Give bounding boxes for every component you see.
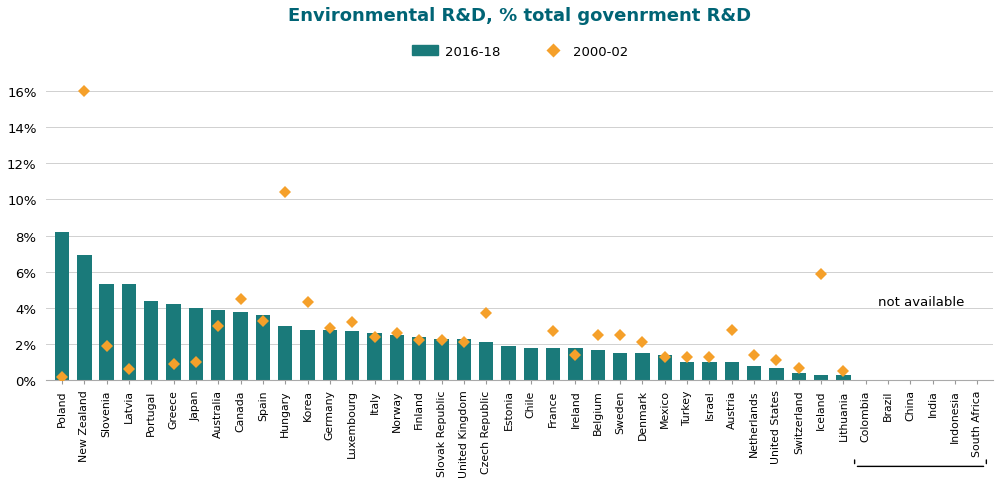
Bar — [702, 363, 717, 380]
Bar — [568, 348, 583, 380]
Bar — [144, 301, 158, 380]
Bar — [546, 348, 560, 380]
Bar — [99, 285, 114, 380]
Bar — [658, 355, 672, 380]
Bar — [55, 232, 69, 380]
Bar — [323, 330, 337, 380]
Bar — [814, 375, 828, 380]
Bar — [725, 363, 739, 380]
Bar — [278, 326, 292, 380]
Bar — [792, 373, 806, 380]
Bar — [836, 375, 851, 380]
Bar — [591, 350, 605, 380]
Bar — [501, 346, 516, 380]
Bar — [524, 348, 538, 380]
Bar — [680, 363, 694, 380]
Bar — [457, 339, 471, 380]
Bar — [211, 310, 225, 380]
Bar — [122, 285, 136, 380]
Bar — [300, 330, 315, 380]
Bar — [256, 316, 270, 380]
Legend: 2016-18, 2000-02: 2016-18, 2000-02 — [406, 40, 633, 64]
Bar — [233, 312, 248, 380]
Bar — [769, 368, 784, 380]
Bar — [434, 339, 449, 380]
Bar — [77, 256, 92, 380]
Bar — [412, 337, 426, 380]
Bar — [189, 308, 203, 380]
Bar — [345, 332, 359, 380]
Title: Environmental R&D, % total govenrment R&D: Environmental R&D, % total govenrment R&… — [288, 7, 751, 25]
Bar — [635, 353, 650, 380]
Bar — [613, 353, 627, 380]
Bar — [747, 366, 761, 380]
Bar — [166, 304, 181, 380]
Bar — [479, 343, 493, 380]
Text: not available: not available — [878, 295, 965, 308]
Bar — [390, 335, 404, 380]
Bar — [367, 333, 382, 380]
